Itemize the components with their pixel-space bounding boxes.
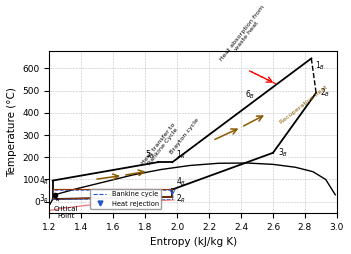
Text: 2$_B$: 2$_B$ [320, 87, 330, 99]
Text: 4$_R$: 4$_R$ [39, 174, 49, 187]
Text: 2$_R$: 2$_R$ [176, 193, 186, 205]
Text: Brayton cycle: Brayton cycle [169, 117, 200, 155]
Text: 6$_B$: 6$_B$ [245, 88, 256, 101]
Text: 3$_R$: 3$_R$ [39, 193, 49, 205]
Text: 1$_B$: 1$_B$ [315, 59, 326, 72]
Text: 1$_R$: 1$_R$ [176, 149, 186, 161]
Text: Heat absorption from
waste heat: Heat absorption from waste heat [219, 4, 270, 65]
Text: Critical
Point: Critical Point [54, 198, 79, 219]
Text: 5$_B$: 5$_B$ [145, 149, 155, 161]
Text: 4$_B$: 4$_B$ [176, 176, 186, 188]
Legend: Bankine cycle, Heat rejection: Bankine cycle, Heat rejection [90, 189, 161, 210]
Text: 3$_B$: 3$_B$ [278, 147, 288, 159]
Text: Heat transfer to
Rankine Cycle: Heat transfer to Rankine Cycle [141, 122, 181, 169]
Y-axis label: Temperature (°C): Temperature (°C) [7, 87, 17, 177]
Text: Recuperative heat: Recuperative heat [279, 85, 329, 125]
X-axis label: Entropy (kJ/kg K): Entropy (kJ/kg K) [150, 237, 237, 247]
